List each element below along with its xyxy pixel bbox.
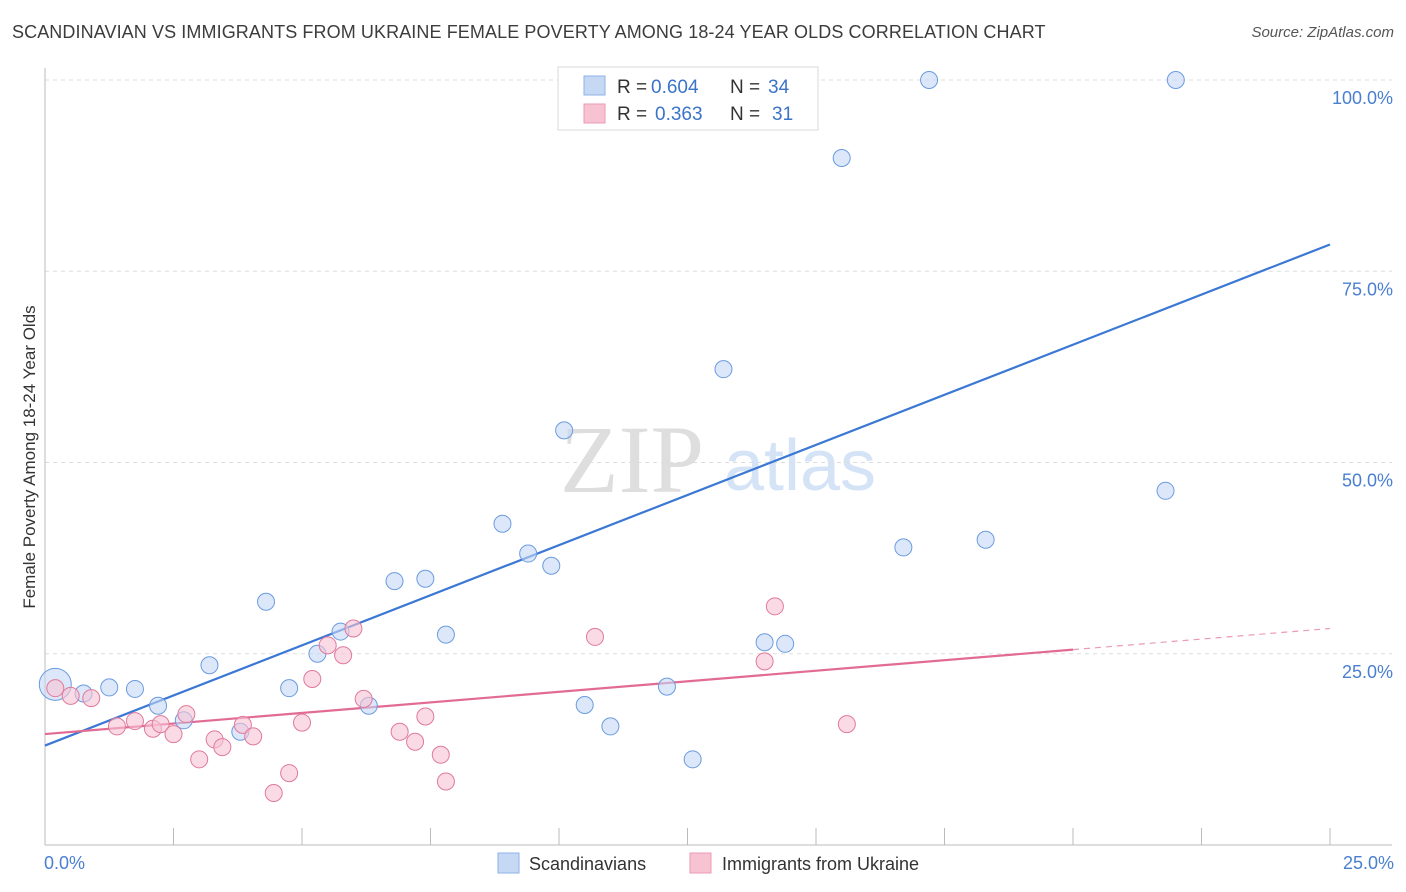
legend-n-label-2: N = [730, 104, 760, 125]
chart-title: SCANDINAVIAN VS IMMIGRANTS FROM UKRAINE … [12, 22, 1046, 42]
ukraine-point-24 [431, 745, 450, 764]
ukraine-point-6 [164, 725, 183, 744]
ukraine-point-12 [244, 727, 263, 746]
legend-n-label-1: N = [730, 77, 760, 98]
ukraine-point-21 [390, 722, 409, 741]
stats-legend: R = 0.604 N = 34 R = 0.363 N = 31 [557, 66, 819, 131]
scandinavian-point-6 [200, 656, 219, 675]
axes [44, 68, 1392, 846]
scandinavian-point-27 [776, 634, 795, 653]
ukraine-point-5 [151, 715, 170, 734]
scandinavian-point-32 [1156, 481, 1175, 500]
ukraine-point-20 [354, 689, 373, 708]
scandinavian-point-26 [755, 633, 774, 652]
legend-r-value-1: 0.604 [651, 77, 699, 98]
legend-r-label-2: R = [617, 104, 647, 125]
scandinavian-point-17 [519, 544, 538, 563]
y-tick-labels: 100.0% 75.0% 50.0% 25.0% [1332, 88, 1393, 682]
series-legend-swatch-scandinavians [497, 852, 520, 874]
ukraine-point-10 [213, 738, 232, 757]
scandinavian-point-4 [149, 696, 168, 715]
x-tick-label-left: 0.0% [44, 853, 85, 873]
scandinavian-point-19 [555, 421, 574, 440]
scandinavian-point-15 [436, 625, 455, 644]
y-axis-title: Female Poverty Among 18-24 Year Olds [20, 305, 39, 608]
scandinavian-point-9 [280, 679, 299, 698]
legend-swatch-scandinavians [583, 75, 606, 96]
scandinavian-point-28 [832, 149, 851, 168]
scandinavian-point-16 [493, 514, 512, 533]
legend-r-label-1: R = [617, 77, 647, 98]
ukraine-point-30 [61, 686, 80, 705]
y-tick-label-2: 50.0% [1342, 471, 1393, 491]
ukraine-point-18 [334, 646, 353, 665]
scandinavian-point-18 [542, 556, 561, 575]
ukraine-point-14 [280, 764, 299, 783]
x-ticks [44, 828, 1331, 845]
trend-lines [44, 243, 1331, 747]
ukraine-point-13 [264, 783, 283, 802]
ukraine-point-8 [190, 750, 209, 769]
watermark-zip: ZIP [560, 406, 704, 513]
scandinavian-point-14 [416, 569, 435, 588]
scandinavian-point-13 [385, 572, 404, 591]
data-points [38, 71, 1185, 802]
ukraine-point-23 [416, 707, 435, 726]
source-credit: Source: ZipAtlas.com [1251, 24, 1394, 41]
ukraine-point-28 [765, 597, 784, 616]
ukraine-point-26 [585, 627, 604, 646]
legend-n-value-1: 34 [768, 77, 790, 98]
x-tick-label-right: 25.0% [1343, 853, 1394, 873]
scandinavian-point-30 [920, 71, 939, 89]
scandinavian-point-2 [100, 678, 119, 697]
scandinavian-point-20 [575, 696, 594, 715]
ukraine-point-2 [107, 717, 126, 736]
watermark-atlas: atlas [724, 426, 876, 506]
ukraine-point-1 [82, 689, 101, 708]
ukraine-point-25 [436, 772, 455, 791]
series-legend: Scandinavians Immigrants from Ukraine [497, 852, 919, 874]
ukraine-point-15 [293, 713, 311, 732]
scandinavian-point-33 [1166, 71, 1185, 89]
series-legend-swatch-ukraine [689, 852, 712, 874]
scandinavian-point-31 [976, 530, 995, 549]
ukraine-point-29 [837, 715, 856, 734]
y-tick-label-1: 75.0% [1342, 279, 1393, 299]
ukraine-point-19 [344, 619, 363, 638]
scandinavian-point-24 [683, 750, 702, 769]
scandinavian-point-8 [257, 592, 276, 611]
ukraine-point-17 [318, 636, 337, 655]
legend-r-value-2: 0.363 [655, 104, 703, 125]
legend-n-value-2: 31 [772, 104, 793, 125]
ukraine-point-0 [46, 679, 65, 698]
series-legend-label-scandinavians: Scandinavians [529, 854, 646, 874]
ukraine-point-7 [177, 705, 196, 724]
ukraine-point-3 [125, 712, 144, 731]
series-legend-label-ukraine: Immigrants from Ukraine [722, 854, 919, 874]
scandinavian-point-21 [601, 717, 620, 736]
ukraine-point-22 [406, 732, 425, 751]
ukraine-point-11 [233, 715, 252, 734]
scandinavian-point-29 [894, 538, 913, 557]
scandinavian-point-3 [125, 679, 144, 698]
ukraine-trend-line [44, 648, 1074, 736]
legend-swatch-ukraine [583, 103, 606, 124]
scandinavian-point-25 [714, 360, 733, 379]
y-tick-label-0: 100.0% [1332, 88, 1393, 108]
ukraine-point-27 [755, 652, 774, 671]
ukraine-trend-line-extension [1072, 627, 1331, 651]
scandinavian-trend-line [44, 243, 1331, 747]
scandinavian-point-23 [657, 677, 676, 696]
y-tick-label-3: 25.0% [1342, 662, 1393, 682]
ukraine-point-16 [303, 669, 322, 688]
